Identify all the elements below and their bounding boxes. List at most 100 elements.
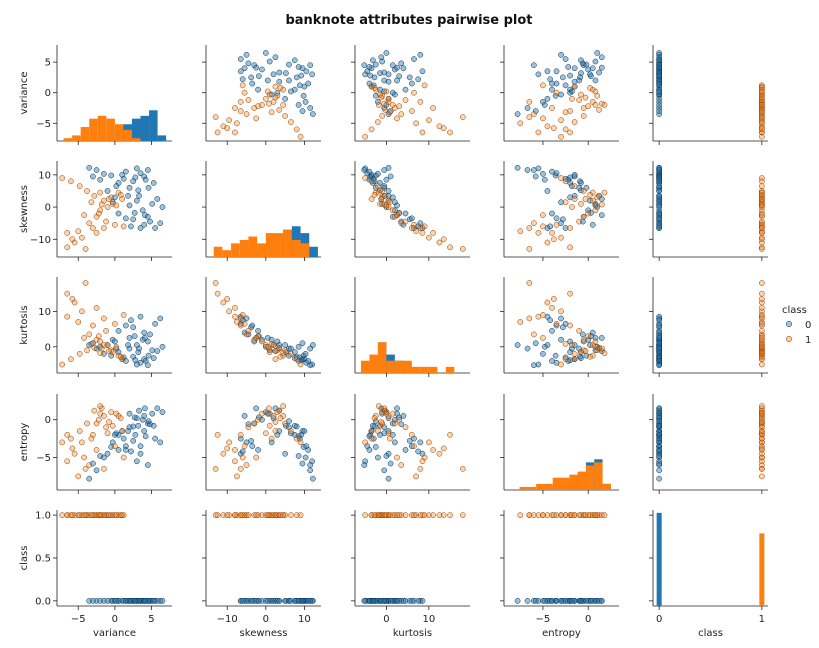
scatter-point-class1 <box>112 443 118 450</box>
scatter-point-class1 <box>758 290 765 297</box>
scatter-point-class1 <box>101 225 107 231</box>
scatter-point-class1 <box>212 465 219 472</box>
scatter-point-class1 <box>362 175 369 181</box>
scatter-point-class1 <box>79 308 85 315</box>
scatter-point-class1 <box>425 234 432 241</box>
y-tick-label: −5 <box>36 453 51 464</box>
scatter-point-class0 <box>125 192 131 199</box>
hist-bar-class1 <box>602 483 611 490</box>
scatter-point-class1 <box>297 439 304 446</box>
scatter-point-class1 <box>571 512 578 518</box>
scatter-point-class1 <box>758 348 765 354</box>
scatter-point-class1 <box>113 512 120 518</box>
scatter-point-class0 <box>136 345 142 352</box>
scatter-point-class1 <box>562 126 569 133</box>
scatter-point-class0 <box>656 414 663 421</box>
scatter-point-class1 <box>425 439 432 446</box>
hist-bar-class1 <box>594 462 603 490</box>
scatter-point-class0 <box>259 336 265 343</box>
scatter-point-class1 <box>571 351 578 357</box>
scatter-point-class1 <box>239 512 246 518</box>
panel-entropy-vs-kurtosis <box>351 394 470 494</box>
hist-bar-class1 <box>239 239 249 257</box>
hist-bar-class1 <box>386 360 395 373</box>
scatter-point-class1 <box>264 410 271 417</box>
scatter-point-class0 <box>101 171 107 177</box>
scatter-point-class0 <box>149 200 156 207</box>
scatter-point-class1 <box>758 407 765 414</box>
scatter-point-class1 <box>386 435 393 442</box>
scatter-point-class0 <box>562 225 569 231</box>
scatter-point-class1 <box>95 210 102 217</box>
scatter-point-class1 <box>98 201 105 208</box>
scatter-point-class1 <box>409 108 415 114</box>
scatter-point-class1 <box>68 435 74 442</box>
scatter-point-class0 <box>571 173 578 180</box>
scatter-point-class1 <box>758 244 765 251</box>
scatter-point-class1 <box>237 315 244 322</box>
scatter-point-class0 <box>524 167 531 173</box>
scatter-point-class1 <box>526 280 533 286</box>
scatter-point-class1 <box>68 512 74 518</box>
scatter-point-class0 <box>295 453 302 459</box>
scatter-point-class1 <box>758 196 765 202</box>
scatter-point-class1 <box>562 512 569 518</box>
scatter-point-class1 <box>84 512 90 518</box>
scatter-point-class1 <box>253 115 260 122</box>
scatter-point-class1 <box>251 512 258 518</box>
y-tick-label: 0 <box>45 342 51 353</box>
hist-bar-class1 <box>403 360 412 373</box>
scatter-point-class0 <box>656 315 663 322</box>
scatter-point-class1 <box>377 91 383 98</box>
scatter-point-class0 <box>532 598 539 604</box>
scatter-point-class0 <box>370 435 377 442</box>
scatter-point-class0 <box>656 180 663 186</box>
scatter-point-class0 <box>385 188 392 194</box>
scatter-point-class1 <box>381 100 388 107</box>
scatter-point-class1 <box>531 220 537 227</box>
scatter-point-class0 <box>366 64 373 70</box>
scatter-point-class1 <box>430 229 436 236</box>
scatter-point-class0 <box>298 72 305 79</box>
scatter-point-class0 <box>656 82 663 89</box>
scatter-point-class1 <box>368 512 375 518</box>
scatter-point-class0 <box>656 430 663 437</box>
scatter-point-class0 <box>398 60 405 67</box>
scatter-point-class1 <box>421 454 428 461</box>
scatter-point-class1 <box>264 512 271 518</box>
scatter-point-class0 <box>583 61 590 68</box>
scatter-point-class1 <box>592 512 599 518</box>
scatter-point-class1 <box>224 445 231 452</box>
scatter-point-class0 <box>120 598 127 604</box>
scatter-point-class1 <box>398 111 405 117</box>
scatter-point-class1 <box>758 473 765 480</box>
scatter-point-class1 <box>531 331 537 338</box>
scatter-point-class0 <box>272 54 279 61</box>
scatter-point-class0 <box>656 88 663 95</box>
scatter-point-class1 <box>112 512 118 518</box>
scatter-point-class0 <box>266 598 273 604</box>
scatter-point-class1 <box>758 129 765 136</box>
scatter-point-class1 <box>378 419 385 425</box>
scatter-point-class0 <box>276 78 283 85</box>
scatter-point-class1 <box>567 244 573 251</box>
scatter-point-class1 <box>82 512 89 518</box>
scatter-point-class1 <box>220 450 227 457</box>
scatter-point-class0 <box>560 324 566 331</box>
scatter-point-class0 <box>361 167 368 173</box>
x-axis-label-variance: variance <box>93 628 136 639</box>
scatter-point-class0 <box>656 462 663 468</box>
scatter-point-class0 <box>531 62 537 69</box>
x-tick-label: 0 <box>263 614 269 625</box>
scatter-point-class1 <box>459 512 466 518</box>
scatter-point-class1 <box>375 189 382 196</box>
scatter-point-class0 <box>419 598 426 604</box>
scatter-point-class1 <box>276 344 283 351</box>
panel-skewness-vs-skewness <box>202 161 321 261</box>
scatter-point-class1 <box>569 204 575 210</box>
scatter-point-class0 <box>150 598 157 604</box>
scatter-point-class0 <box>310 342 316 348</box>
scatter-point-class0 <box>130 438 137 444</box>
scatter-point-class0 <box>598 598 605 604</box>
scatter-point-class1 <box>93 229 100 236</box>
